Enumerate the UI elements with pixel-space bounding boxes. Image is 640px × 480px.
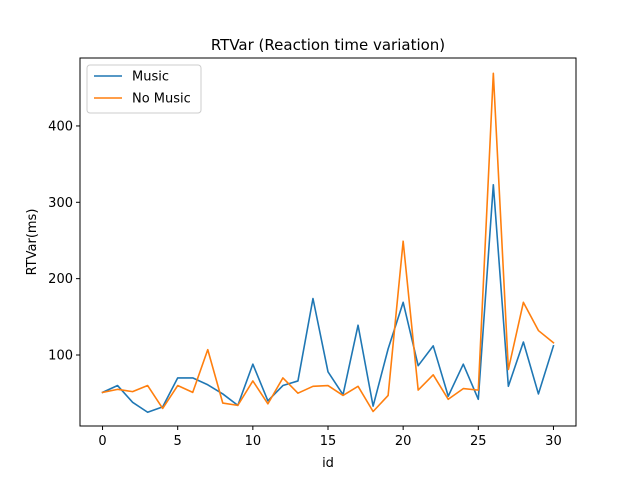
y-axis-label: RTVar(ms) bbox=[25, 209, 40, 276]
x-tick-label: 5 bbox=[174, 434, 182, 449]
legend: Music No Music bbox=[86, 64, 202, 114]
axes-layer: 0 5 10 15 20 25 30 100 200 300 400 bbox=[48, 119, 562, 449]
y-tick-label: 100 bbox=[48, 348, 73, 363]
legend-label: No Music bbox=[132, 92, 191, 107]
y-tick-label: 200 bbox=[48, 272, 73, 287]
legend-frame bbox=[86, 64, 202, 114]
y-tick-label: 300 bbox=[48, 196, 73, 211]
x-axis-label: id bbox=[322, 456, 334, 471]
x-tick-label: 20 bbox=[395, 434, 412, 449]
legend-label: Music bbox=[132, 70, 169, 85]
x-tick-label: 25 bbox=[470, 434, 487, 449]
x-tick-label: 10 bbox=[245, 434, 262, 449]
x-tick-label: 15 bbox=[320, 434, 337, 449]
x-tick-label: 0 bbox=[98, 434, 106, 449]
chart-title: RTVar (Reaction time variation) bbox=[211, 36, 445, 54]
x-tick-label: 30 bbox=[545, 434, 562, 449]
y-tick-label: 400 bbox=[48, 119, 73, 134]
series-layer bbox=[101, 72, 555, 414]
plot-frame bbox=[79, 57, 577, 427]
